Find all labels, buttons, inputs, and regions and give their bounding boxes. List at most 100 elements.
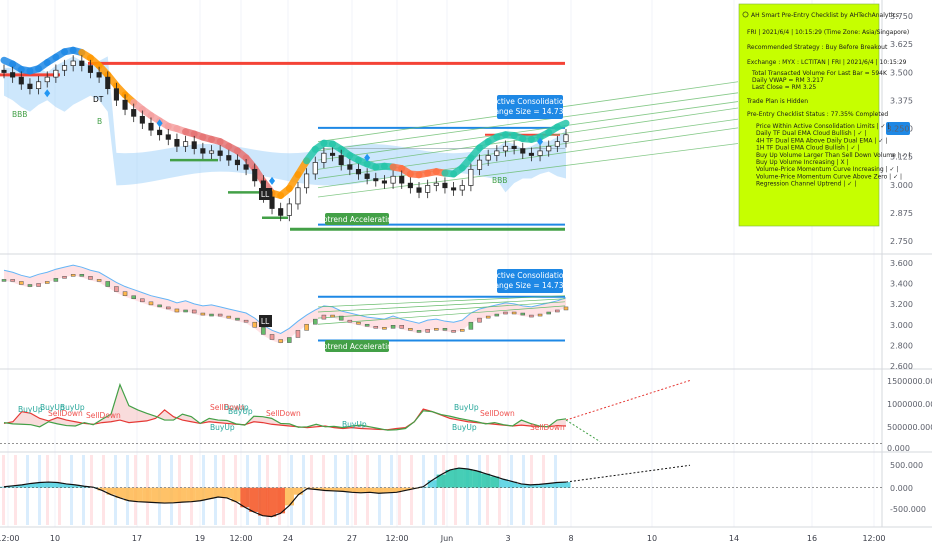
candle-body bbox=[425, 329, 430, 333]
candle-body bbox=[165, 134, 171, 140]
candle-body bbox=[373, 178, 379, 182]
signal-diamond bbox=[156, 119, 163, 128]
price-tick-label: 3.000 bbox=[890, 181, 913, 190]
candle-body bbox=[442, 182, 448, 189]
momentum-bar bbox=[356, 487, 366, 493]
price-tick-label: 2.875 bbox=[890, 209, 913, 218]
price-axis-secondary[interactable]: 3.600 3.400 3.200 3.000 2.800 2.600 bbox=[890, 259, 913, 371]
candle-body bbox=[555, 309, 560, 313]
momentum-bg-bar bbox=[70, 455, 73, 525]
candle-body bbox=[131, 295, 136, 300]
candle-body bbox=[191, 309, 197, 314]
checklist-item: 4H TF Dual EMA Above Daily Dual EMA | ✓ … bbox=[756, 137, 887, 144]
momentum-bar bbox=[507, 481, 517, 488]
candle-body bbox=[511, 145, 517, 149]
volume-signals: BuyUp SellDownBuyUpBuyUpSellDownBuyUpBuyU… bbox=[18, 403, 565, 432]
price-tick-label: 3.625 bbox=[890, 40, 913, 49]
momentum-bg-bar bbox=[422, 455, 425, 525]
candle-body bbox=[1, 69, 7, 73]
candle-body bbox=[287, 337, 292, 343]
signal-label-buy: BuyUp bbox=[224, 403, 249, 412]
momentum-bg-bar bbox=[90, 455, 93, 525]
time-tick-label: 12:00 bbox=[229, 534, 252, 543]
candle-body bbox=[27, 284, 33, 287]
momentum-bar bbox=[561, 482, 571, 488]
current-price-marker: 3.250 bbox=[886, 122, 910, 135]
b-label: B bbox=[97, 117, 102, 126]
momentum-bg-bar bbox=[466, 455, 469, 525]
signal-label-sell: SellDown bbox=[86, 411, 121, 420]
price-area-band bbox=[3, 264, 567, 344]
momentum-bg-bar bbox=[310, 455, 313, 525]
candle-body bbox=[425, 185, 431, 193]
candle-body bbox=[390, 325, 396, 329]
sell-volume-line bbox=[3, 408, 567, 431]
momentum-bar bbox=[204, 487, 214, 499]
candle-body bbox=[347, 164, 353, 170]
momentum-bar bbox=[499, 479, 509, 488]
channel-line bbox=[317, 127, 739, 189]
secondary-candles bbox=[1, 274, 569, 343]
price-axis-volume[interactable]: 1500000.000 1000000.000 500000.000 0.000 bbox=[887, 377, 932, 453]
candle-body bbox=[44, 281, 50, 284]
candle-body bbox=[477, 317, 482, 323]
price-area-edge bbox=[3, 264, 567, 334]
price-tick-label: 3.200 bbox=[890, 300, 913, 309]
time-tick-label: 17 bbox=[132, 534, 142, 543]
candle-body bbox=[122, 99, 128, 110]
candle-body bbox=[36, 81, 42, 90]
candle-body bbox=[122, 291, 128, 296]
candle-body bbox=[174, 308, 180, 313]
candle-body bbox=[330, 314, 335, 318]
candle-body bbox=[390, 175, 396, 184]
consolidation-badge bbox=[497, 269, 563, 293]
checklist-datetime: FRI | 2021/6/4 | 10:15:29 (Time Zone: As… bbox=[747, 29, 909, 36]
time-tick-label: 24 bbox=[283, 534, 293, 543]
price-tick-label: 2.600 bbox=[890, 362, 913, 371]
momentum-bg-bar bbox=[498, 455, 501, 525]
signal-label-buy: BuyUp bbox=[342, 420, 367, 429]
candle-body bbox=[373, 326, 379, 329]
candle-body bbox=[235, 317, 240, 321]
checklist-trade-plan: Trade Plan is Hidden bbox=[746, 98, 808, 105]
momentum-bar bbox=[329, 487, 339, 491]
candle-body bbox=[347, 319, 353, 323]
candle-body bbox=[546, 145, 552, 152]
candle-body bbox=[27, 83, 33, 90]
signal-label-sell: SellDown bbox=[530, 423, 565, 432]
momentum-bar bbox=[17, 484, 27, 488]
candle-body bbox=[416, 330, 422, 333]
momentum-tick-label: 0.000 bbox=[890, 484, 913, 493]
candle-body bbox=[10, 72, 16, 78]
time-tick-label: 12:00 bbox=[862, 534, 885, 543]
momentum-tick-label: 500.000 bbox=[890, 461, 923, 470]
candle-body bbox=[148, 301, 154, 306]
momentum-bar bbox=[195, 487, 205, 501]
time-axis[interactable]: 12:00 10 17 19 12:00 24 27 12:00 Jun 3 8 10 14 16 12:0… bbox=[0, 534, 886, 543]
momentum-bar bbox=[338, 487, 348, 492]
candle-body bbox=[451, 187, 457, 191]
candle-body bbox=[183, 141, 189, 147]
channel-line bbox=[317, 295, 566, 308]
momentum-bar bbox=[293, 487, 303, 495]
candle-body bbox=[53, 278, 59, 282]
candle-body bbox=[252, 321, 257, 328]
checklist-strategy: Recommended Strategy : Buy Before Breako… bbox=[747, 44, 888, 51]
candle-body bbox=[96, 72, 102, 78]
cloud-area bbox=[4, 56, 566, 193]
signal-diamond bbox=[269, 176, 276, 185]
price-tick-label: 2.800 bbox=[890, 341, 913, 350]
momentum-bg-bar bbox=[554, 455, 557, 525]
momentum-bar bbox=[222, 487, 232, 498]
candle-body bbox=[338, 315, 344, 321]
candle-body bbox=[312, 162, 318, 175]
candle-body bbox=[226, 155, 232, 161]
price-axis-momentum[interactable]: 500.000 0.000 -500.000 bbox=[890, 461, 926, 514]
momentum-bg-bar bbox=[302, 455, 305, 525]
momentum-bar bbox=[463, 469, 473, 488]
momentum-bar bbox=[400, 487, 410, 491]
consolidation-badge: Active Consolidation (Range Size = 14.73… bbox=[486, 95, 574, 119]
candle-body bbox=[44, 76, 50, 83]
